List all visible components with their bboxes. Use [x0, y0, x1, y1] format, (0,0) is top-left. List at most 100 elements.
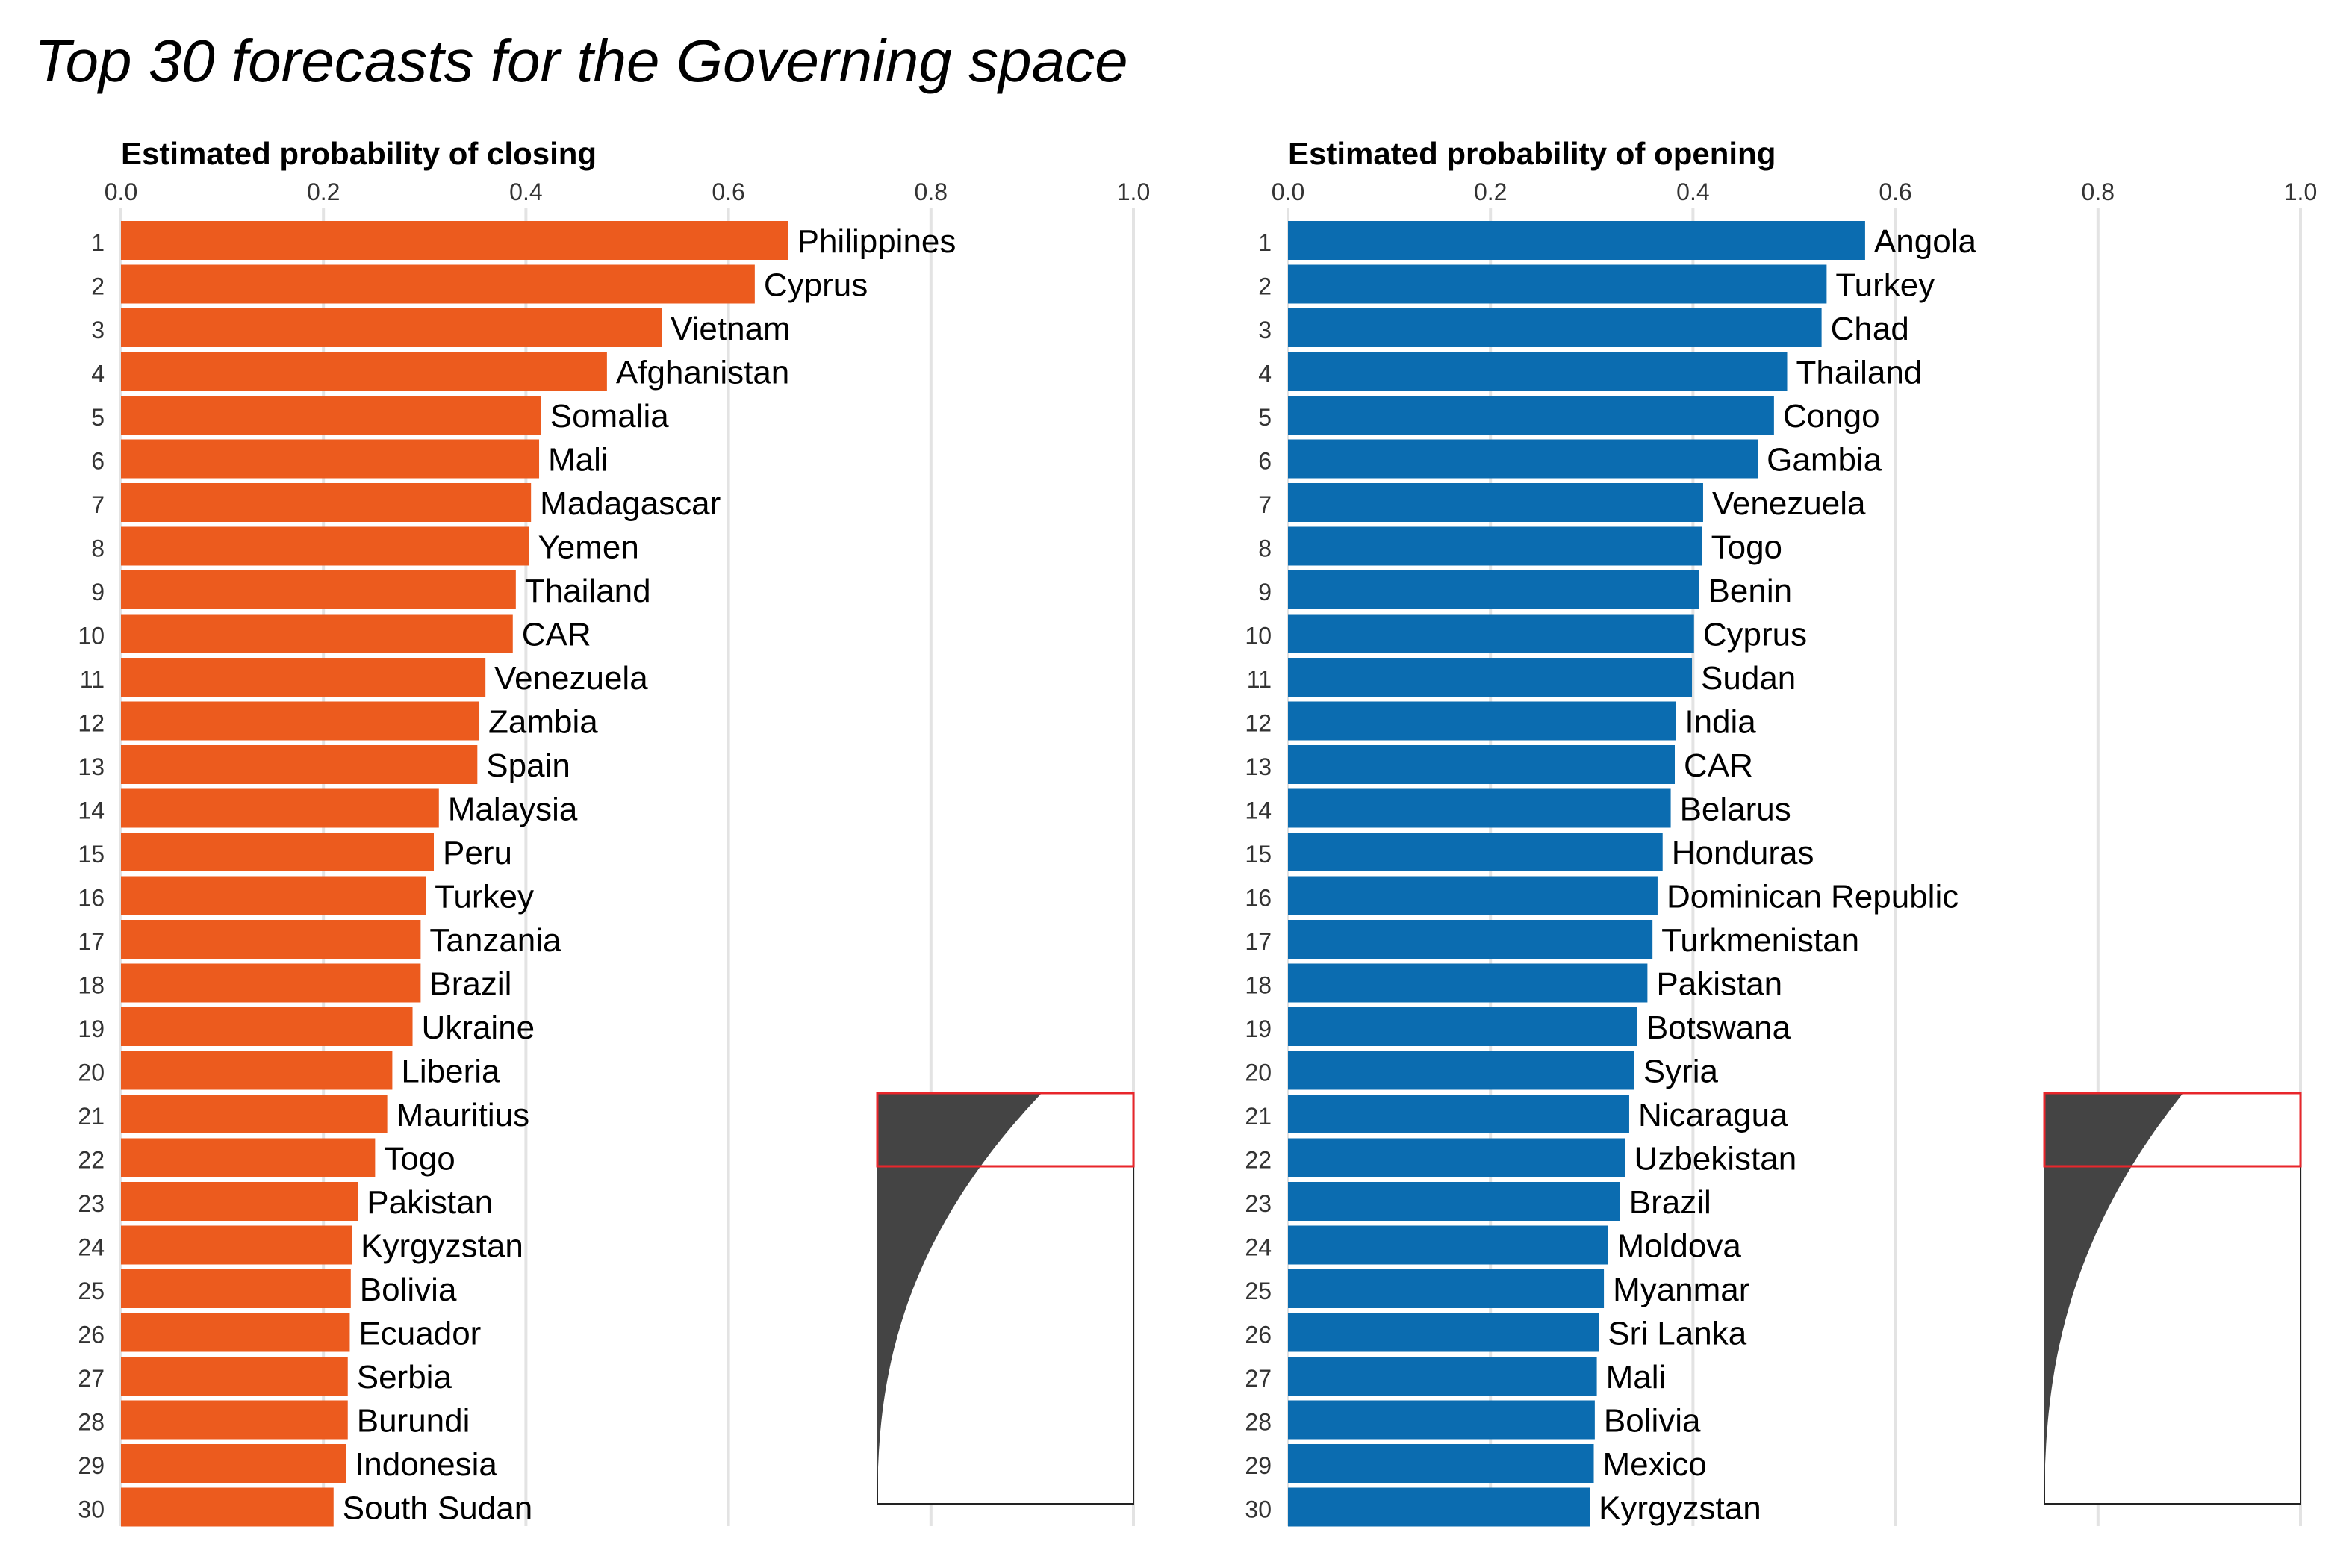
- bar-opening: [1288, 920, 1653, 959]
- bar-label-opening: Uzbekistan: [1634, 1141, 1797, 1177]
- rank-label-closing: 17: [78, 928, 105, 955]
- rank-label-opening: 23: [1245, 1190, 1272, 1217]
- chart-title: Top 30 forecasts for the Governing space: [34, 28, 1128, 94]
- bar-opening: [1288, 1051, 1634, 1090]
- rank-label-opening: 17: [1245, 928, 1272, 955]
- bar-closing: [121, 352, 607, 391]
- bar-label-closing: Pakistan: [367, 1184, 493, 1221]
- bar-closing: [121, 920, 421, 959]
- rank-label-closing: 9: [91, 579, 105, 606]
- bar-opening: [1288, 701, 1676, 741]
- rank-label-closing: 3: [91, 317, 105, 343]
- bar-closing: [121, 439, 540, 479]
- bar-label-opening: Benin: [1708, 573, 1793, 609]
- bar-opening: [1288, 1487, 1590, 1527]
- bar-opening: [1288, 221, 1865, 260]
- bar-label-closing: Spain: [486, 747, 570, 784]
- bar-label-opening: Mexico: [1603, 1446, 1707, 1483]
- rank-label-closing: 21: [78, 1103, 105, 1130]
- bar-opening: [1288, 396, 1774, 435]
- bar-label-closing: Yemen: [538, 529, 638, 566]
- bar-opening: [1288, 526, 1702, 566]
- bar-opening: [1288, 1444, 1594, 1483]
- bar-label-opening: Congo: [1783, 398, 1880, 435]
- bar-opening: [1288, 658, 1693, 697]
- bar-closing: [121, 1182, 358, 1221]
- bar-label-opening: CAR: [1684, 747, 1753, 784]
- bar-label-closing: Venezuela: [494, 660, 648, 697]
- bar-label-closing: Somalia: [550, 398, 669, 435]
- bar-label-opening: Brazil: [1629, 1184, 1711, 1221]
- rank-label-closing: 7: [91, 491, 105, 518]
- rank-label-opening: 6: [1258, 448, 1272, 475]
- rank-label-closing: 4: [91, 361, 105, 388]
- bar-opening: [1288, 1182, 1620, 1221]
- bar-label-closing: Brazil: [429, 966, 511, 1003]
- bar-opening: [1288, 1095, 1629, 1133]
- bar-closing: [121, 1444, 346, 1483]
- rank-label-opening: 19: [1245, 1015, 1272, 1042]
- rank-label-closing: 19: [78, 1015, 105, 1042]
- bar-label-opening: India: [1684, 704, 1756, 741]
- rank-label-closing: 18: [78, 972, 105, 999]
- rank-label-opening: 8: [1258, 535, 1272, 562]
- inset-distribution: [2044, 1093, 2183, 1504]
- bar-closing: [121, 1051, 393, 1090]
- rank-label-opening: 4: [1258, 361, 1272, 388]
- x-tick-label-opening: 0.2: [1474, 178, 1507, 205]
- bar-label-closing: Philippines: [797, 223, 956, 260]
- bar-label-closing: Turkey: [435, 879, 534, 915]
- rank-label-opening: 28: [1245, 1409, 1272, 1436]
- bar-label-closing: Serbia: [357, 1359, 452, 1396]
- rank-label-opening: 9: [1258, 579, 1272, 606]
- rank-label-opening: 16: [1245, 885, 1272, 912]
- bar-closing: [121, 396, 541, 435]
- rank-label-closing: 25: [78, 1278, 105, 1304]
- bar-closing: [121, 570, 516, 609]
- panel-title-opening: Estimated probability of opening: [1288, 136, 1776, 171]
- bar-closing: [121, 264, 755, 304]
- x-tick-label-closing: 0.8: [915, 178, 948, 205]
- bar-label-opening: Kyrgyzstan: [1599, 1490, 1761, 1527]
- rank-label-opening: 2: [1258, 273, 1272, 300]
- bar-label-opening: Turkmenistan: [1661, 922, 1859, 959]
- panel-opening: Estimated probability of opening 0.0 0.2 0.…: [1245, 136, 2317, 1527]
- inset-opening: [2043, 1092, 2302, 1505]
- bar-closing: [121, 1400, 348, 1440]
- rank-label-closing: 20: [78, 1060, 105, 1086]
- bar-opening: [1288, 1400, 1595, 1440]
- bar-label-closing: Bolivia: [360, 1272, 457, 1308]
- bar-closing: [121, 1138, 376, 1177]
- rank-label-opening: 27: [1245, 1365, 1272, 1392]
- bar-opening: [1288, 876, 1658, 915]
- x-tick-label-opening: 0.4: [1676, 178, 1709, 205]
- bar-label-closing: Peru: [443, 835, 512, 871]
- panel-title-closing: Estimated probability of closing: [121, 136, 597, 171]
- rank-label-opening: 11: [1247, 666, 1272, 693]
- x-tick-label-closing: 0.6: [712, 178, 744, 205]
- x-tick-label-closing: 0.0: [105, 178, 137, 205]
- bar-opening: [1288, 1313, 1599, 1352]
- bar-opening: [1288, 483, 1703, 522]
- bar-closing: [121, 483, 532, 522]
- bar-label-closing: South Sudan: [343, 1490, 532, 1527]
- bar-closing: [121, 701, 480, 741]
- bar-label-closing: Tanzania: [429, 922, 561, 959]
- bar-label-opening: Pakistan: [1656, 966, 1782, 1003]
- bar-label-closing: Togo: [384, 1141, 455, 1177]
- bar-opening: [1288, 833, 1663, 871]
- bar-closing: [121, 876, 426, 915]
- bar-opening: [1288, 963, 1648, 1003]
- bar-closing: [121, 1313, 350, 1352]
- x-tick-label-opening: 0.0: [1272, 178, 1304, 205]
- bar-label-opening: Nicaragua: [1638, 1097, 1788, 1133]
- rank-label-closing: 27: [78, 1365, 105, 1392]
- rank-label-closing: 12: [78, 710, 105, 737]
- bar-label-closing: Burundi: [357, 1403, 470, 1440]
- rank-label-opening: 21: [1245, 1103, 1272, 1130]
- bar-label-opening: Mali: [1606, 1359, 1667, 1396]
- bar-label-closing: Zambia: [488, 704, 598, 741]
- bar-label-opening: Togo: [1711, 529, 1782, 566]
- rank-label-opening: 3: [1258, 317, 1272, 343]
